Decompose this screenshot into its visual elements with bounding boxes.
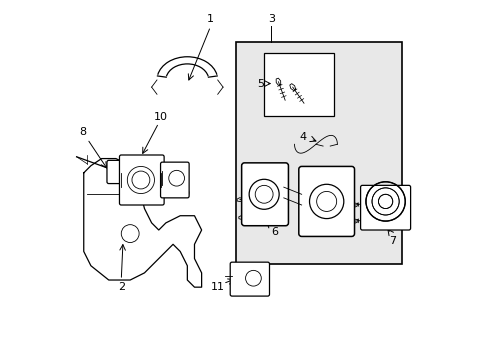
Text: 2: 2 bbox=[118, 282, 124, 292]
Text: 7: 7 bbox=[388, 236, 395, 246]
Bar bbox=[235, 42, 401, 264]
Bar bbox=[264, 53, 333, 116]
FancyBboxPatch shape bbox=[160, 162, 189, 198]
Text: 10: 10 bbox=[153, 112, 167, 122]
FancyBboxPatch shape bbox=[119, 155, 164, 205]
FancyBboxPatch shape bbox=[230, 262, 269, 296]
Text: 9: 9 bbox=[182, 189, 189, 199]
Text: 8: 8 bbox=[80, 127, 86, 137]
FancyBboxPatch shape bbox=[360, 185, 410, 230]
Text: 6: 6 bbox=[271, 227, 278, 237]
FancyBboxPatch shape bbox=[241, 163, 288, 226]
Text: 11: 11 bbox=[210, 282, 224, 292]
FancyBboxPatch shape bbox=[298, 166, 354, 237]
Text: 5: 5 bbox=[257, 78, 264, 89]
Text: 3: 3 bbox=[267, 14, 274, 24]
Text: 4: 4 bbox=[299, 132, 306, 142]
Text: 1: 1 bbox=[206, 14, 214, 24]
FancyBboxPatch shape bbox=[107, 160, 134, 184]
